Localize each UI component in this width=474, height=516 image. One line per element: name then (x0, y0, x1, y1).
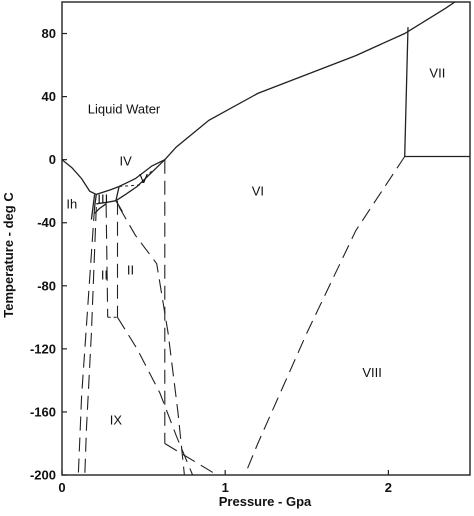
region-label: IV (119, 154, 132, 169)
region-label: VIII (362, 365, 382, 380)
phase-boundary-solid (115, 159, 166, 202)
x-tick-label: 0 (58, 480, 65, 495)
phase-boundary-solid (62, 159, 97, 195)
x-axis-ticks: 0 1 2 (58, 470, 392, 495)
region-label: VII (429, 65, 445, 80)
phase-boundary-solid (96, 200, 117, 205)
region-label: Liquid Water (88, 102, 161, 117)
phase-boundary-solid (96, 2, 456, 196)
region-label: II (127, 263, 134, 278)
y-tick-label: 0 (49, 152, 56, 167)
region-label: II (101, 267, 108, 282)
phase-boundary-dashed (77, 206, 96, 475)
region-label: V (139, 171, 148, 186)
phase-boundary-solid (90, 194, 96, 220)
y-tick-label: 40 (42, 89, 56, 104)
phase-boundary-dashed (105, 203, 109, 318)
phase-boundary-dashed (244, 156, 406, 475)
plot-frame (61, 1, 471, 476)
phase-boundary-shortdash (119, 170, 153, 187)
phase-boundary-solid (93, 194, 97, 208)
phase-boundary-dashed (117, 317, 194, 475)
y-axis-title: Temperature - deg C (1, 192, 16, 318)
y-axis-ticks: 80 40 0 -40 -80 -120 -160 -200 (30, 26, 67, 483)
region-label: VI (252, 184, 264, 199)
x-axis-title: Pressure - Gpa (219, 494, 312, 509)
y-tick-label: 80 (42, 26, 56, 41)
plot-area (61, 1, 471, 476)
y-tick-label: -120 (30, 341, 56, 356)
x-tick-label: 1 (222, 480, 229, 495)
y-tick-label: -80 (37, 278, 56, 293)
phase-boundary-dashed (118, 206, 185, 475)
x-tick-label: 2 (385, 480, 392, 495)
phase-boundary-solid (404, 27, 409, 157)
y-tick-label: -160 (30, 404, 56, 419)
phase-boundary-dashed (164, 443, 218, 475)
region-label: IX (110, 412, 123, 427)
y-tick-label: -40 (37, 215, 56, 230)
phase-boundaries (62, 2, 470, 475)
phase-boundary-solid (115, 186, 120, 201)
y-tick-label: -200 (30, 468, 56, 483)
region-label: Ih (66, 196, 77, 211)
region-label: III (97, 192, 108, 207)
phase-boundary-dashed (84, 206, 97, 475)
